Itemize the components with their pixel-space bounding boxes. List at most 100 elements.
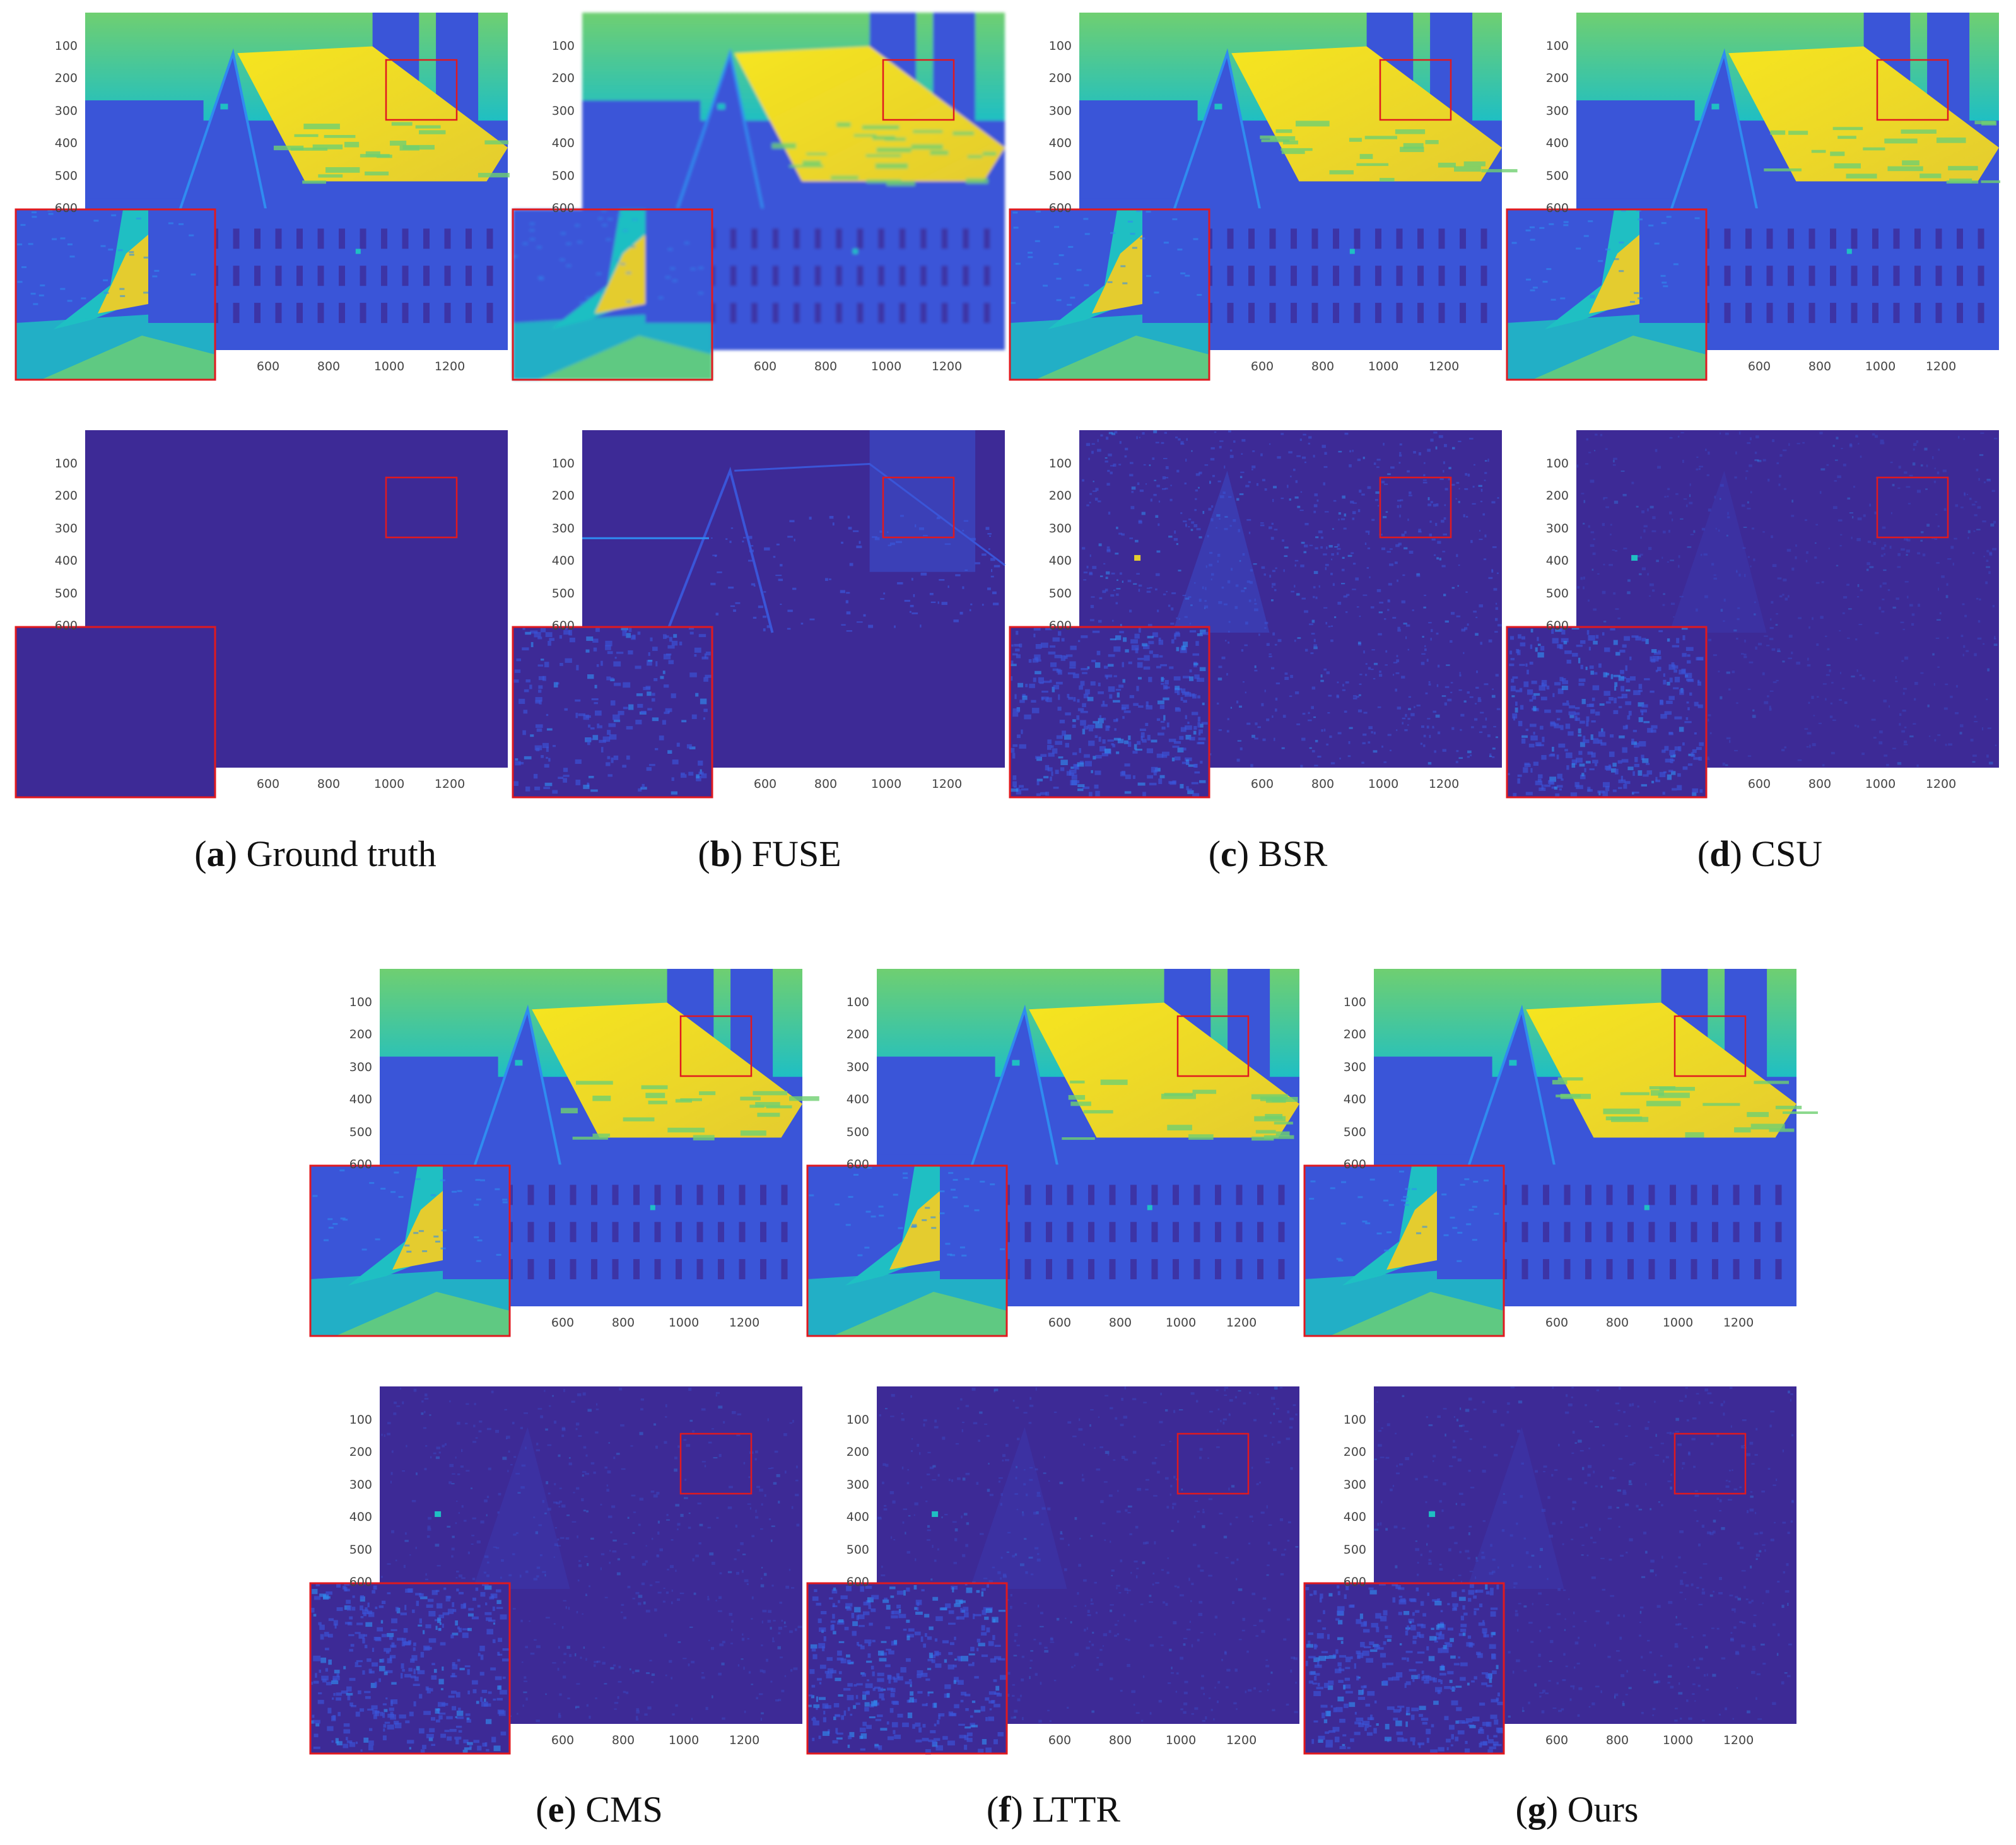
- x-tick-label: 1200: [1926, 360, 1956, 373]
- panel-image: 100 200 300 400 500 600 600 800 1000 1200: [512, 430, 1005, 799]
- panel-d-error: 100 200 300 400 500 600 600 800 1000 1200: [1491, 418, 1999, 821]
- highlight-box: [679, 1015, 753, 1077]
- zoom-inset: [1304, 1583, 1504, 1754]
- zoom-inset-border: [1506, 208, 1708, 381]
- x-tick-label: 1200: [932, 360, 962, 373]
- y-tick-label: 100: [349, 995, 372, 1009]
- x-tick-label: 600: [1048, 1316, 1071, 1330]
- x-tick-label: 1000: [669, 1733, 699, 1747]
- y-tick-label: 200: [1049, 489, 1072, 503]
- y-tick-label: 300: [1049, 104, 1072, 118]
- panel-b-error: 100 200 300 400 500 600 600 800 1000 1200: [497, 418, 1005, 821]
- y-tick-label: 600: [349, 1157, 372, 1171]
- y-tick-label: 500: [1546, 587, 1569, 600]
- caption-f: (f) LTTR: [986, 1789, 1121, 1830]
- x-tick-label: 1200: [1429, 777, 1459, 791]
- x-tick-label: 600: [551, 1733, 574, 1747]
- zoom-inset: [310, 1583, 510, 1754]
- panel-image: 100 200 300 400 500 600 600 800 1000 1200: [15, 13, 510, 381]
- x-tick-label: 800: [1109, 1733, 1132, 1747]
- y-tick-label: 400: [55, 554, 78, 568]
- y-tick-label: 500: [1546, 169, 1569, 183]
- panel-image: 100 200 300 400 500 600 600 800 1000 1200: [15, 430, 508, 799]
- y-tick-label: 300: [349, 1478, 372, 1492]
- zoom-inset-border: [1303, 1582, 1505, 1755]
- x-tick-label: 1000: [871, 360, 901, 373]
- zoom-inset: [513, 627, 712, 797]
- zoom-inset: [807, 1583, 1007, 1755]
- x-tick-label: 600: [257, 777, 279, 791]
- x-tick-label: 800: [317, 777, 340, 791]
- y-tick-label: 500: [55, 169, 78, 183]
- y-tick-label: 500: [1344, 1125, 1366, 1139]
- panel-image: 100 200 300 400 500 600 600 800 1000 1200: [1009, 13, 1518, 381]
- x-tick-label: 800: [1311, 777, 1334, 791]
- panel-image: 100 200 300 400 500 600 600 800 1000 1200: [806, 1386, 1299, 1755]
- y-tick-label: 600: [552, 619, 575, 633]
- y-tick-label: 600: [1546, 619, 1569, 633]
- x-tick-label: 800: [612, 1316, 635, 1330]
- x-tick-label: 800: [317, 360, 340, 373]
- y-tick-label: 400: [1546, 136, 1569, 150]
- x-tick-label: 1200: [1723, 1733, 1754, 1747]
- zoom-inset-border: [512, 626, 713, 799]
- y-tick-label: 200: [1546, 71, 1569, 85]
- y-tick-label: 500: [349, 1125, 372, 1139]
- x-tick-label: 1000: [1663, 1733, 1693, 1747]
- zoom-inset: [1304, 1166, 1504, 1336]
- y-tick-label: 300: [1546, 522, 1569, 536]
- y-tick-label: 400: [349, 1510, 372, 1524]
- y-tick-label: 300: [1344, 1060, 1366, 1074]
- y-tick-label: 100: [55, 457, 78, 471]
- y-tick-label: 600: [552, 201, 575, 215]
- y-tick-label: 400: [1344, 1092, 1366, 1106]
- x-tick-label: 1000: [1166, 1733, 1196, 1747]
- zoom-inset-border: [1303, 1164, 1505, 1337]
- y-tick-label: 200: [552, 489, 575, 503]
- zoom-inset-border: [1009, 626, 1210, 799]
- x-tick-label: 1200: [1226, 1733, 1257, 1747]
- x-tick-label: 800: [1606, 1316, 1629, 1330]
- x-tick-label: 1200: [435, 360, 465, 373]
- y-tick-label: 300: [55, 104, 78, 118]
- y-tick-label: 400: [1344, 1510, 1366, 1524]
- x-tick-label: 1200: [1226, 1316, 1257, 1330]
- y-tick-label: 100: [349, 1413, 372, 1427]
- y-tick-label: 100: [847, 995, 869, 1009]
- highlight-box: [1379, 476, 1452, 539]
- x-tick-label: 1000: [1368, 777, 1398, 791]
- x-tick-label: 800: [814, 360, 837, 373]
- y-tick-label: 600: [847, 1575, 869, 1589]
- y-tick-label: 100: [1546, 39, 1569, 53]
- highlight-box: [385, 476, 458, 539]
- y-tick-label: 600: [349, 1575, 372, 1589]
- x-tick-label: 1000: [1865, 360, 1896, 373]
- zoom-inset: [16, 209, 215, 380]
- panel-c-error: 100 200 300 400 500 600 600 800 1000 1200: [994, 418, 1502, 821]
- caption-e: (e) CMS: [536, 1789, 663, 1830]
- y-tick-label: 400: [847, 1092, 869, 1106]
- y-tick-label: 600: [55, 201, 78, 215]
- y-tick-label: 300: [1344, 1478, 1366, 1492]
- panel-image: 100 200 300 400 500 600 600 800 1000 1200: [512, 13, 1005, 381]
- panel-image: 100 200 300 400 500 600 600 800 1000 1200: [1506, 13, 2001, 381]
- y-tick-label: 200: [55, 489, 78, 503]
- zoom-inset-border: [15, 626, 216, 799]
- x-tick-label: 600: [1748, 777, 1771, 791]
- y-tick-label: 600: [847, 1157, 869, 1171]
- x-tick-label: 800: [612, 1733, 635, 1747]
- y-tick-label: 500: [349, 1543, 372, 1557]
- x-tick-label: 600: [754, 360, 777, 373]
- y-tick-label: 300: [1546, 104, 1569, 118]
- y-tick-label: 600: [55, 619, 78, 633]
- x-tick-label: 800: [814, 777, 837, 791]
- panel-image: 100 200 300 400 500 600 600 800 1000 1200: [1009, 430, 1502, 799]
- y-tick-label: 200: [847, 1028, 869, 1041]
- highlight-box: [679, 1432, 753, 1495]
- zoom-inset-border: [806, 1582, 1008, 1755]
- x-tick-label: 1200: [932, 777, 962, 791]
- caption-c: (c) BSR: [1208, 833, 1328, 874]
- zoom-inset-border: [309, 1164, 511, 1337]
- panel-g-error: 100 200 300 400 500 600 600 800 1000 1200: [1289, 1374, 1796, 1778]
- y-tick-label: 100: [847, 1413, 869, 1427]
